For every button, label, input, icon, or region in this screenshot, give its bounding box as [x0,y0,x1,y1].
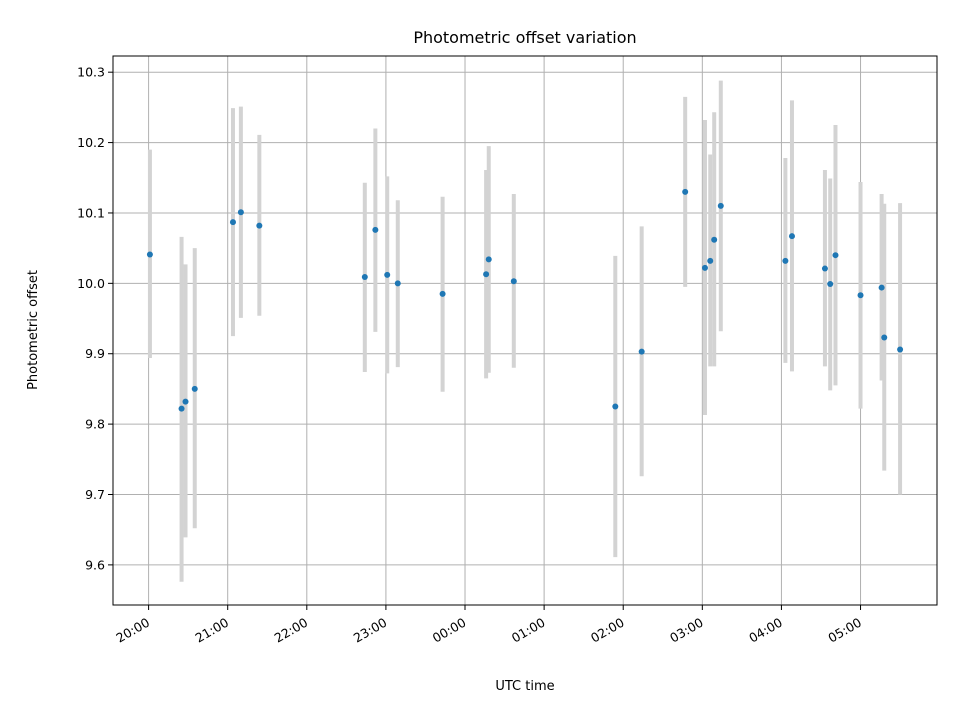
data-point [146,251,153,258]
x-tick-label: 21:00 [192,615,231,646]
x-tick-label: 20:00 [113,615,152,646]
data-point [394,280,401,287]
data-point [384,271,391,278]
x-tick-label: 22:00 [272,615,311,646]
data-point [881,334,888,341]
data-point [821,265,828,272]
x-tick-label: 02:00 [588,615,627,646]
x-tick-label: 23:00 [351,615,390,646]
data-point [857,292,864,299]
x-axis-ticks: 20:00 21:00 22:00 23:00 00:00 01:00 02:00 03:00… [113,605,864,646]
x-tick-label: 03:00 [667,615,706,646]
x-tick-label: 05:00 [825,615,864,646]
x-axis-label: UTC time [495,679,554,694]
y-tick-label: 9.7 [85,487,105,502]
data-point [191,385,198,392]
data-point [788,233,795,240]
data-point [483,271,490,278]
plot-frame [112,55,938,606]
y-tick-label: 9.9 [85,346,105,361]
x-tick-label: 01:00 [509,615,548,646]
data-point [256,222,263,229]
grid-lines [113,56,937,605]
data-point [701,264,708,271]
data-point [510,278,517,285]
data-points [146,188,904,412]
y-tick-label: 10.0 [77,276,105,291]
y-tick-label: 10.3 [77,65,105,80]
data-point [612,403,619,410]
data-point [878,284,885,291]
y-axis-ticks: 9.6 9.7 9.8 9.9 10.0 10.1 10.2 10.3 [77,65,113,572]
data-point [182,398,189,405]
data-point [682,188,689,195]
data-point [717,202,724,209]
x-tick-label: 00:00 [430,615,469,646]
data-point [782,257,789,264]
data-point [372,226,379,233]
data-point [237,209,244,216]
y-axis-label: Photometric offset [26,270,41,390]
y-tick-label: 10.1 [77,205,105,220]
y-tick-label: 9.6 [85,557,105,572]
data-point [178,405,185,412]
chart-title: Photometric offset variation [413,28,636,47]
data-point [827,281,834,288]
x-tick-label: 04:00 [746,615,785,646]
data-point [711,236,718,243]
data-point [229,219,236,226]
data-point [707,257,714,264]
data-point [832,252,839,259]
data-point [897,346,904,353]
error-bars [147,80,903,582]
data-point [439,290,446,297]
data-point [361,274,368,281]
data-point [638,348,645,355]
y-tick-label: 10.2 [77,135,105,150]
y-tick-label: 9.8 [85,417,105,432]
data-point [485,256,492,263]
